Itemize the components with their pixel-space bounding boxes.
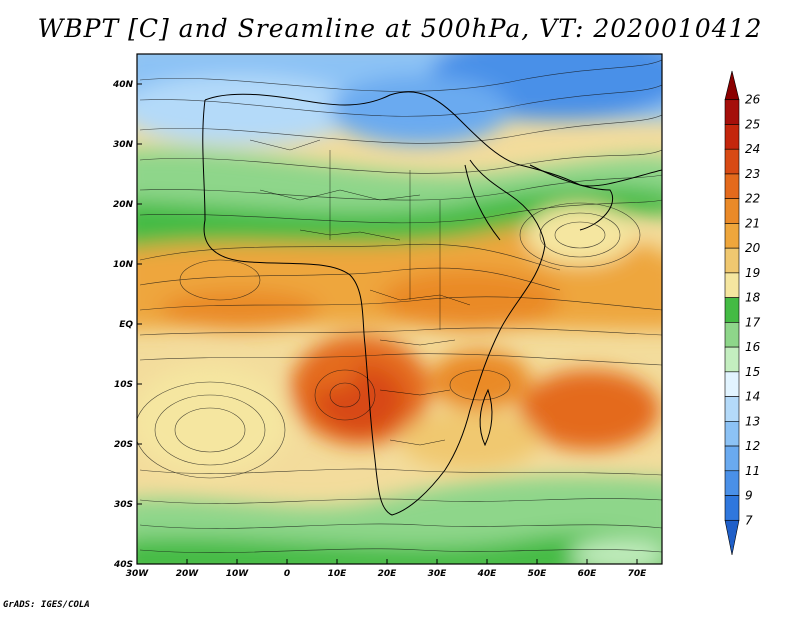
- colorbar-label: 18: [745, 291, 761, 305]
- chart-title: WBPT [C] and Sreamline at 500hPa, VT: 20…: [37, 14, 763, 43]
- footer-credit: GrADS: IGES/COLA: [3, 600, 90, 610]
- y-tick-label: 20N: [113, 200, 134, 210]
- colorbar-segment: [724, 173, 740, 199]
- x-tick-label: 10W: [226, 569, 250, 579]
- colorbar-label: 11: [745, 464, 760, 478]
- colorbar-segment: [724, 519, 740, 556]
- x-tick-label: 60E: [578, 569, 598, 579]
- y-tick-label: 30N: [113, 140, 134, 150]
- colorbar-segment: [724, 445, 740, 472]
- colorbar-segment: [724, 223, 740, 249]
- colorbar-segment: [724, 148, 740, 175]
- colorbar-segment: [724, 495, 740, 521]
- colorbar-label: 20: [745, 241, 761, 255]
- x-tick-label: 30E: [428, 569, 448, 579]
- colorbar-label: 22: [745, 192, 760, 206]
- x-tick-label: 10E: [328, 569, 348, 579]
- colorbar-label: 24: [745, 142, 760, 156]
- colorbar-label: 25: [745, 117, 760, 131]
- colorbar-segment: [724, 272, 740, 298]
- x-tick-label: 50E: [528, 569, 548, 579]
- colorbar-label: 26: [745, 93, 761, 107]
- streamlines: [137, 59, 662, 553]
- y-tick-label: 10S: [114, 380, 133, 390]
- colorbar-segment: [724, 124, 740, 150]
- colorbar-label: 17: [745, 315, 761, 329]
- colorbar-segment: [724, 371, 740, 397]
- colorbar-label: 7: [745, 513, 753, 527]
- colorbar-segment: [724, 396, 740, 422]
- y-tick-label: EQ: [119, 320, 133, 330]
- colorbar: 7 9 11 12 13 14 15 16 17 18 19 20 21 22 23 24 25 26: [724, 70, 761, 556]
- colorbar-label: 21: [745, 216, 760, 230]
- colorbar-segment: [724, 346, 740, 373]
- x-tick-label: 40E: [477, 569, 498, 579]
- colorbar-label: 19: [745, 266, 760, 280]
- x-tick-label: 30W: [126, 569, 150, 579]
- colorbar-label: 13: [745, 414, 760, 428]
- colorbar-segment: [724, 70, 740, 101]
- colorbar-segment: [724, 198, 740, 224]
- y-tick-label: 40S: [113, 560, 133, 570]
- colorbar-segment: [724, 99, 740, 125]
- x-tick-label: 0: [284, 569, 290, 579]
- y-tick-label: 40N: [112, 80, 134, 90]
- colorbar-segment: [724, 247, 740, 274]
- colorbar-label: 15: [745, 365, 760, 379]
- colorbar-segment: [724, 470, 740, 496]
- y-tick-label: 30S: [114, 500, 133, 510]
- y-tick-label: 20S: [114, 440, 133, 450]
- x-tick-label: 70E: [628, 569, 648, 579]
- colorbar-label: 12: [745, 439, 760, 453]
- plot-frame: [136, 53, 663, 565]
- y-tick-label: 10N: [113, 260, 134, 270]
- colorbar-label: 16: [745, 340, 761, 354]
- x-tick-label: 20W: [176, 569, 200, 579]
- colorbar-segment: [724, 421, 740, 447]
- x-tick-label: 20E: [378, 569, 398, 579]
- country-borders: [249, 139, 471, 446]
- coastlines: [202, 91, 662, 516]
- colorbar-label: 23: [745, 167, 760, 181]
- colorbar-label: 14: [745, 390, 760, 404]
- colorbar-label: 9: [745, 489, 753, 503]
- colorbar-segment: [724, 297, 740, 323]
- colorbar-segment: [724, 322, 740, 348]
- x-axis: 30W 20W 10W 0 10E 20E 30E 40E 50E 60E 70E: [126, 559, 647, 579]
- y-axis: 40S 30S 20S 10S EQ 10N 20N 30N 40N: [112, 80, 142, 570]
- wbpt-field: [137, 54, 662, 564]
